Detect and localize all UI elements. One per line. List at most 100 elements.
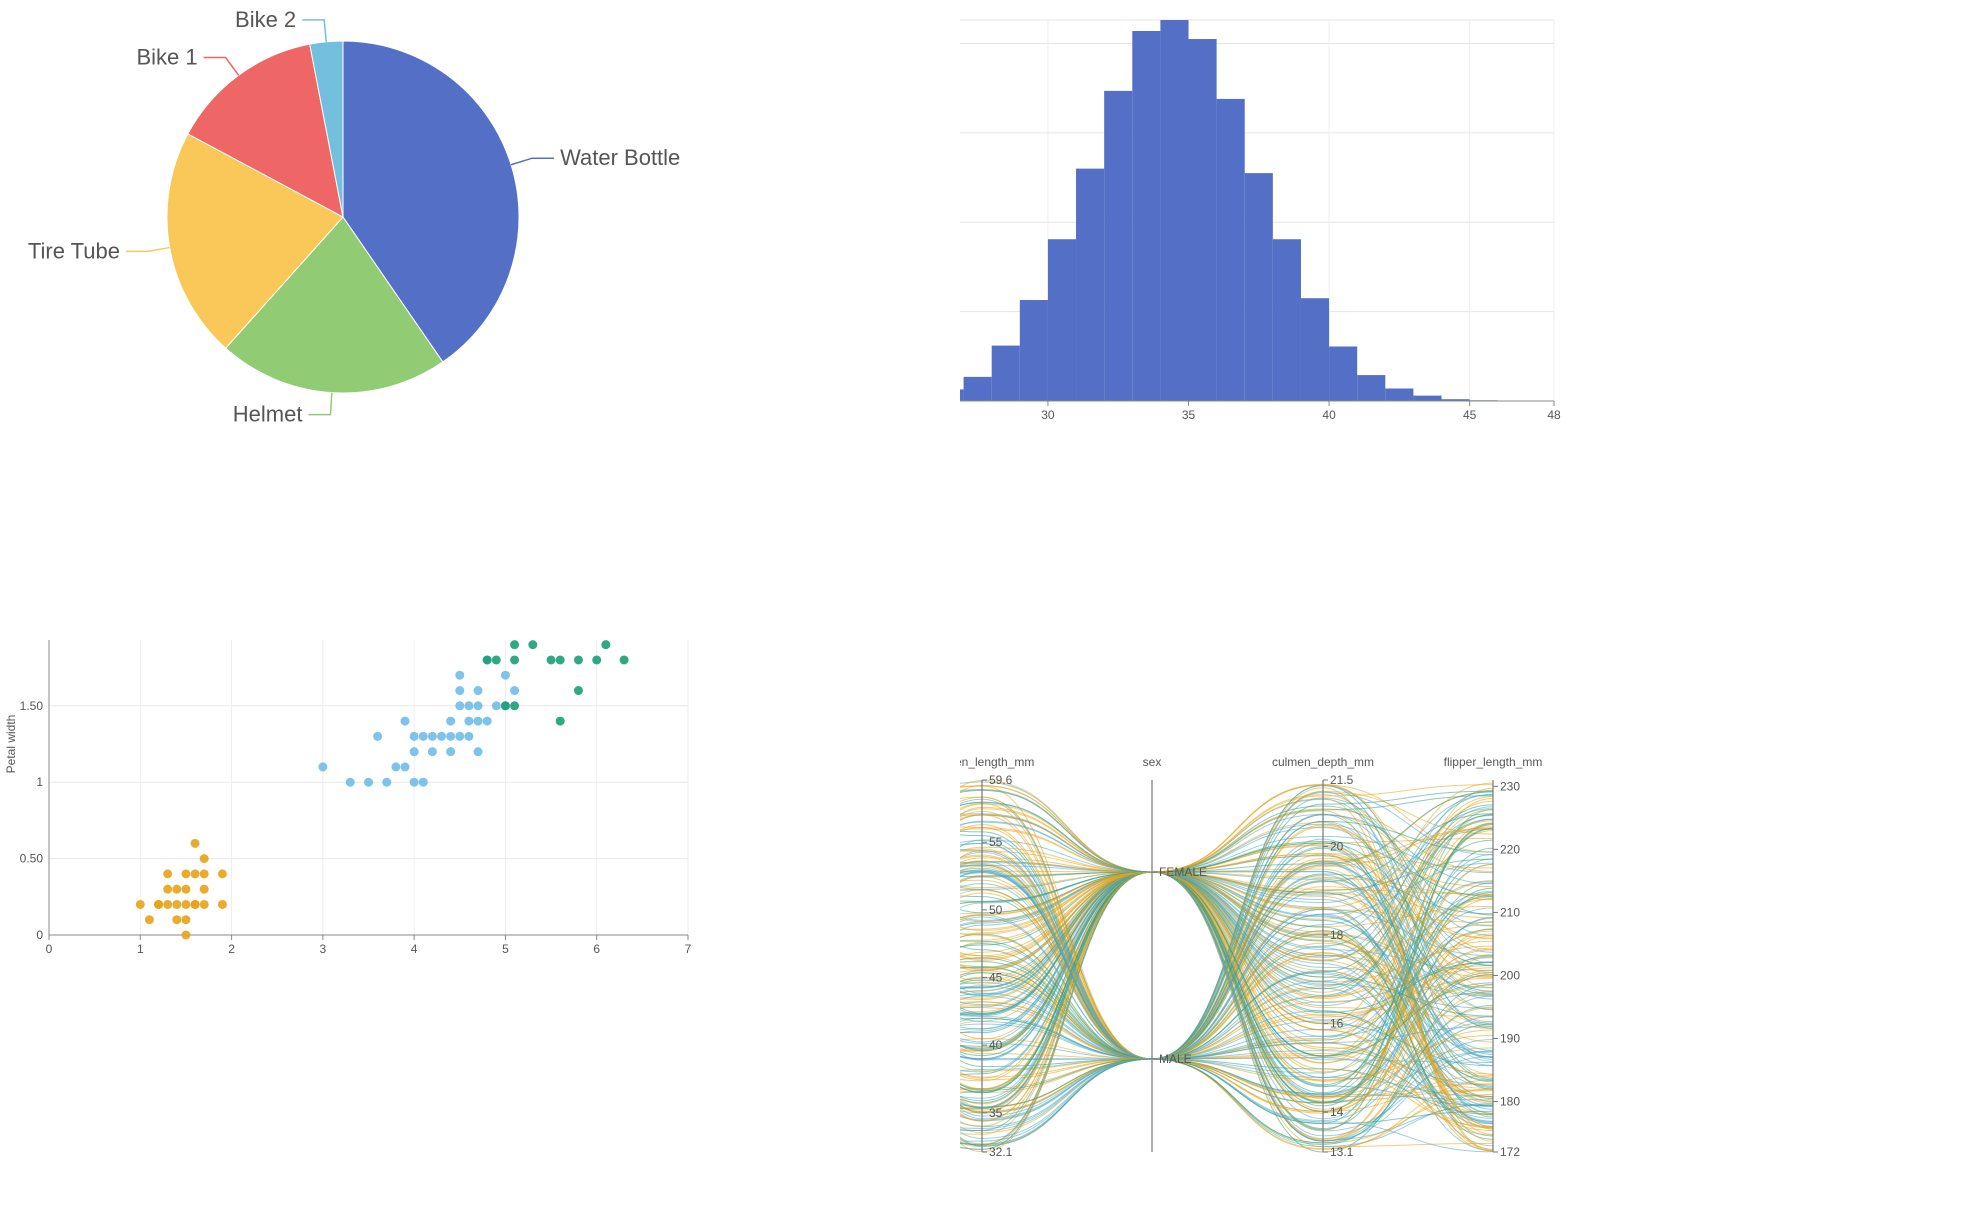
pie-leader-line <box>308 392 333 416</box>
pc-tick-label: 210 <box>1500 905 1520 919</box>
x-tick-label: 35 <box>1182 408 1196 422</box>
scatter-point <box>500 670 510 680</box>
pc-axis-title: flipper_length_mm <box>1444 755 1543 769</box>
pc-tick-label: 50 <box>989 903 1003 917</box>
x-tick-label: 3 <box>320 942 327 956</box>
scatter-point <box>190 838 200 848</box>
scatter-point <box>217 869 227 879</box>
pie-leader-line <box>302 19 328 42</box>
pc-tick-label: 13.1 <box>1330 1145 1354 1159</box>
scatter-point <box>592 655 602 665</box>
histogram-bar <box>1160 20 1189 401</box>
pie-slice <box>187 43 344 218</box>
histogram-bar <box>1413 395 1442 401</box>
pie-slice <box>342 40 520 363</box>
pie-slice-label: Helmet <box>233 402 303 427</box>
scatter-point <box>464 731 474 741</box>
pc-tick-label: 220 <box>1500 842 1520 856</box>
scatter-point <box>455 731 465 741</box>
histogram-bar <box>1188 39 1217 402</box>
histogram-bar <box>1300 298 1330 401</box>
pc-line <box>960 848 1494 1060</box>
scatter-point <box>163 899 173 909</box>
histogram-bar <box>960 389 964 401</box>
histogram-bar <box>1244 173 1273 401</box>
pc-tick-label: 16 <box>1330 1017 1344 1031</box>
histogram-bar <box>991 345 1020 401</box>
scatter-point <box>555 716 565 726</box>
pc-line <box>960 871 1494 1140</box>
scatter-point <box>473 686 483 696</box>
scatter-point <box>172 915 182 925</box>
scatter-point <box>510 701 520 711</box>
pc-line <box>960 839 1494 1153</box>
parallel-coordinates-panel: body_mass_g2,7003,0004,0005,0006,0006,30… <box>960 680 1970 1219</box>
x-tick-label: 2 <box>228 942 235 956</box>
scatter-point <box>619 655 629 665</box>
pc-line <box>960 871 1494 1016</box>
pc-tick-label: 55 <box>989 835 1003 849</box>
scatter-point <box>482 716 492 726</box>
pc-axis-title: culmen_length_mm <box>960 755 1034 769</box>
scatter-point <box>172 884 182 894</box>
pc-tick-label: 21.5 <box>1330 773 1354 787</box>
scatter-point <box>510 686 520 696</box>
scatter-point <box>163 884 173 894</box>
x-tick-label: 5 <box>502 942 509 956</box>
scatter-point <box>510 655 520 665</box>
pc-line <box>960 793 1494 1109</box>
scatter-point <box>464 716 474 726</box>
scatter-point <box>190 899 200 909</box>
pc-tick-label: 180 <box>1500 1095 1520 1109</box>
scatter-point <box>190 869 200 879</box>
scatter-point <box>455 686 465 696</box>
scatter-point <box>181 884 191 894</box>
pc-line <box>960 784 1494 924</box>
scatter-point <box>382 777 392 787</box>
scatter-point <box>510 640 520 650</box>
scatter-point <box>364 777 373 787</box>
scatter-point <box>199 899 209 909</box>
pc-line <box>960 782 1494 1079</box>
y-tick-label: 1 <box>36 775 43 789</box>
scatter-point <box>409 777 419 787</box>
scatter-point <box>144 915 154 925</box>
histogram-bar <box>1216 98 1245 401</box>
scatter-point <box>172 899 182 909</box>
x-tick-label: 4 <box>411 942 418 956</box>
scatter-point <box>391 762 401 772</box>
scatter-point <box>409 731 419 741</box>
pie-chart: Water Bottle Helmet Tire Tube Bike 1 Bike 2 <box>28 7 680 427</box>
pc-tick-label: 172 <box>1500 1145 1520 1159</box>
x-tick-label: 30 <box>1041 408 1055 422</box>
x-tick-label: 6 <box>593 942 600 956</box>
pc-line <box>960 784 1494 951</box>
pie-slice-label: Water Bottle <box>560 145 680 170</box>
scatter-point <box>400 716 410 726</box>
histogram-panel: 01000200030004000426322253035404548Frequ… <box>960 0 1970 560</box>
scatter-point <box>409 747 419 757</box>
scatter-point <box>135 899 145 909</box>
histogram-bar <box>1047 239 1077 401</box>
pc-tick-label: 20 <box>1330 839 1344 853</box>
scatter-point <box>318 762 328 772</box>
scatter-point <box>601 640 611 650</box>
pie-chart-panel: Water Bottle Helmet Tire Tube Bike 1 Bike 2 <box>0 0 900 560</box>
scatter-point <box>427 747 437 757</box>
scatter-point <box>473 716 483 726</box>
scatter-point <box>455 670 465 680</box>
pc-tick-label: 230 <box>1500 779 1520 793</box>
scatter-point <box>491 701 501 711</box>
histogram-bar <box>963 376 992 401</box>
pc-plot: body_mass_g2,7003,0004,0005,0006,0006,30… <box>960 755 1542 1159</box>
scatter-point <box>500 701 510 711</box>
pc-tick-label: 35 <box>989 1106 1003 1120</box>
scatter-point <box>345 777 355 787</box>
pc-line <box>960 871 1494 1150</box>
scatter-point <box>181 899 191 909</box>
scatter-point <box>555 655 565 665</box>
pc-tick-label: 32.1 <box>989 1145 1013 1159</box>
pc-axis-title: sex <box>1143 755 1162 769</box>
pie-slice-label: Tire Tube <box>28 238 120 263</box>
histogram-bar <box>1019 300 1048 401</box>
